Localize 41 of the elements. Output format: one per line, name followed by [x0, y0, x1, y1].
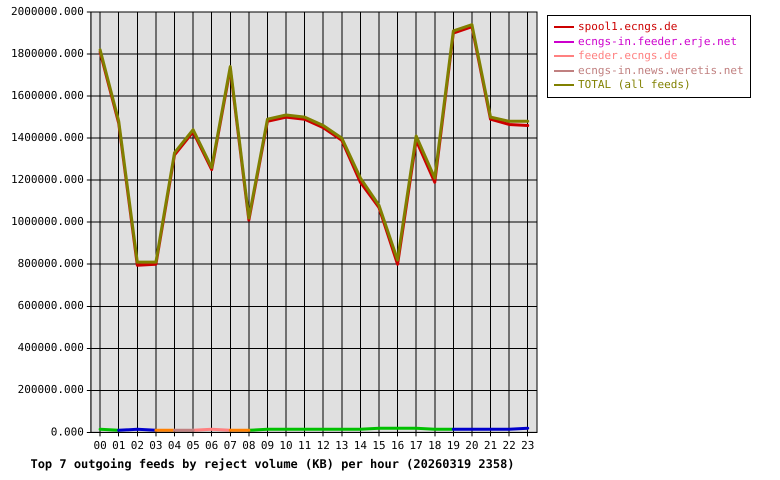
x-tick-label: 21 — [484, 438, 498, 452]
legend-label: spool1.ecngs.de — [578, 20, 678, 34]
x-tick-label: 14 — [354, 438, 368, 452]
y-tick-label: 1400000.000 — [10, 130, 84, 144]
y-tick-label: 1800000.000 — [10, 46, 84, 60]
x-tick-label: 15 — [372, 438, 386, 452]
legend-label: TOTAL (all feeds) — [578, 78, 691, 92]
y-tick-label: 2000000.000 — [10, 4, 84, 18]
x-tick-label: 22 — [502, 438, 516, 452]
x-tick-label: 20 — [465, 438, 479, 452]
y-tick-label: 1200000.000 — [10, 173, 84, 186]
x-tick-label: 08 — [242, 438, 256, 452]
legend-label: ecngs-in.feeder.erje.net — [578, 34, 737, 49]
x-tick-label: 17 — [410, 438, 423, 452]
x-tick-label: 04 — [168, 438, 182, 452]
y-tick-label: 200000.000 — [18, 383, 84, 396]
y-tick-label: 800000.000 — [18, 257, 84, 270]
x-tick-label: 16 — [390, 438, 404, 452]
y-tick-label: 0.000 — [50, 425, 84, 438]
x-tick-label: 11 — [298, 438, 312, 452]
y-tick-label: 1000000.000 — [10, 215, 84, 228]
y-tick-label: 600000.000 — [18, 299, 84, 312]
y-tick-label: 400000.000 — [18, 341, 84, 354]
x-tick-label: 03 — [149, 438, 163, 452]
x-tick-label: 01 — [112, 438, 126, 452]
x-tick-label: 23 — [521, 438, 534, 452]
x-tick-label: 07 — [224, 438, 237, 452]
text: Top 7 outgoing feeds by reject volume (KB) per hour (20260319 2358) — [30, 456, 515, 471]
x-tick-label: 09 — [260, 438, 274, 452]
legend-label: feeder.ecngs.de — [578, 49, 678, 64]
x-tick-label: 02 — [130, 438, 144, 452]
x-tick-label: 13 — [335, 438, 348, 452]
legend-label: ecngs-in.news.weretis.net — [578, 64, 744, 78]
x-tick-label: 19 — [446, 438, 460, 452]
y-tick-label: 1600000.000 — [10, 88, 84, 102]
x-tick-label: 05 — [186, 438, 200, 452]
x-tick-label: 12 — [316, 438, 330, 452]
x-tick-label: 10 — [279, 438, 293, 452]
x-tick-label: 00 — [94, 438, 107, 452]
x-tick-label: 18 — [428, 438, 442, 452]
x-tick-label: 06 — [205, 438, 218, 452]
